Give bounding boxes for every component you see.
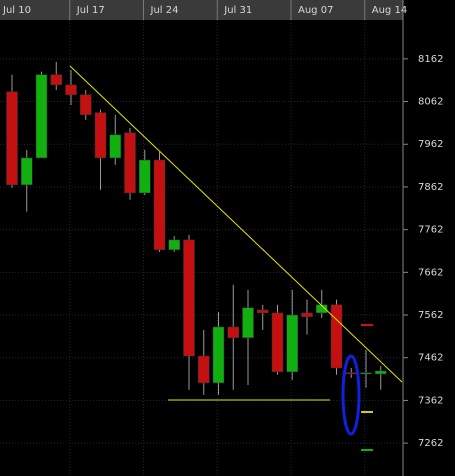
x-tick-label: Jul 17 xyxy=(76,5,105,16)
highlight-ellipse xyxy=(341,354,361,436)
candle-body xyxy=(139,159,151,194)
candle-body xyxy=(286,314,298,373)
y-tick-label: 8062 xyxy=(418,97,443,108)
y-tick-label: 7762 xyxy=(418,225,443,236)
x-tick-label: Aug 07 xyxy=(298,5,333,16)
candle-body xyxy=(168,239,180,250)
candle-body xyxy=(35,74,48,159)
candle-body xyxy=(198,355,210,384)
candles xyxy=(6,61,387,395)
candle-body xyxy=(212,326,225,384)
y-tick-label: 7562 xyxy=(418,310,443,321)
candle-body xyxy=(257,309,269,314)
candle-body xyxy=(227,326,239,338)
candle-body xyxy=(375,370,387,375)
candle-body xyxy=(330,304,343,369)
y-tick-label: 7662 xyxy=(418,267,443,278)
price-axis-area xyxy=(403,0,455,476)
x-tick-label: Jul 10 xyxy=(2,5,31,16)
candle-body xyxy=(109,134,121,159)
y-tick-label: 7862 xyxy=(418,182,443,193)
candle-body xyxy=(301,312,313,317)
labels: 7262 7362 7462 7562 7662 7762 7862 7962 8062 8162… xyxy=(2,0,443,449)
candle-body xyxy=(345,372,357,375)
candle-body xyxy=(50,74,62,86)
candle-body xyxy=(65,84,77,95)
candle-body xyxy=(242,307,254,338)
candle-body xyxy=(124,132,136,194)
candle-body xyxy=(153,159,166,250)
candle-body xyxy=(183,239,195,357)
y-tick-label: 8162 xyxy=(418,54,443,65)
x-tick-label: Jul 24 xyxy=(150,5,179,16)
y-tick-label: 7462 xyxy=(418,353,443,364)
y-tick-label: 7262 xyxy=(418,438,443,449)
y-tick-label: 7362 xyxy=(418,395,443,406)
date-bar xyxy=(0,0,403,20)
candle-body xyxy=(271,312,284,373)
trend-line xyxy=(69,65,403,383)
candle-body xyxy=(21,157,33,186)
candle-body xyxy=(80,94,92,116)
candle-body xyxy=(6,91,18,186)
x-tick-label: Jul 31 xyxy=(223,5,252,16)
candle-body xyxy=(360,372,372,375)
candle-body xyxy=(316,304,328,314)
x-tick-label: Aug 14 xyxy=(372,5,407,16)
y-tick-label: 7962 xyxy=(418,139,443,150)
candle-body xyxy=(94,112,107,159)
